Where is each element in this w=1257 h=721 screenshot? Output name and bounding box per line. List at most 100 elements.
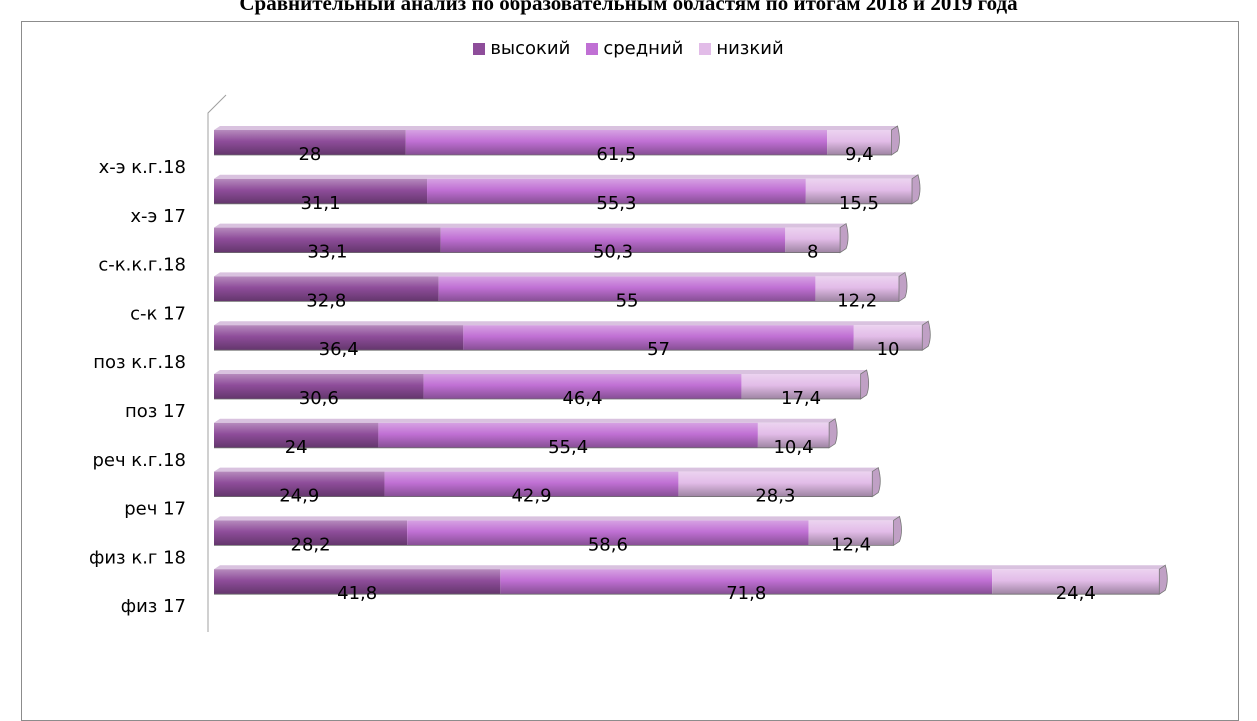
bar-segment-средний: [378, 422, 758, 448]
data-label: 24,4: [1056, 583, 1096, 604]
data-label: 58,6: [588, 534, 628, 555]
category-label: физ к.г 18: [89, 547, 186, 568]
legend-item-0: высокий: [473, 38, 570, 59]
bar-top-face: [214, 516, 900, 521]
legend-label: низкий: [716, 38, 784, 59]
category-label: физ 17: [121, 596, 186, 617]
category-label: х-э к.г.18: [99, 157, 186, 178]
bar-end-cap: [891, 125, 900, 156]
bar-segment-средний: [405, 130, 828, 155]
legend-label: высокий: [490, 38, 571, 59]
data-label: 55: [616, 290, 639, 311]
data-label: 9,4: [845, 144, 874, 165]
bar-segment-низкий: [805, 178, 913, 204]
bar-end-cap: [839, 222, 849, 254]
bar-segment-низкий: [741, 374, 861, 399]
bar-segment-высокий: [214, 130, 406, 155]
bar-end-cap: [921, 320, 931, 351]
bar-segment-средний: [407, 520, 809, 546]
data-label: 36,4: [319, 339, 359, 360]
bar-segment-средний: [384, 471, 679, 497]
bar-end-cap: [898, 271, 908, 303]
chart-title: Сравнительный анализ по образовательным …: [239, 0, 1018, 15]
bar-top-face: [214, 126, 898, 130]
bar-segment-средний: [500, 569, 993, 595]
bar-top-face: [214, 223, 847, 228]
category-label: поз 17: [125, 401, 186, 422]
bar-segment-низкий: [827, 130, 892, 155]
bar-top-face: [214, 174, 919, 179]
data-label: 12,2: [837, 290, 877, 311]
bar-segment-высокий: [214, 374, 424, 399]
data-label: 55,4: [548, 437, 588, 458]
data-label: 46,4: [562, 388, 602, 409]
bar-segment-низкий: [853, 325, 923, 351]
category-label: реч к.г.18: [92, 450, 186, 471]
bar-end-cap: [893, 515, 902, 547]
data-label: 28,3: [755, 486, 795, 507]
bar-segment-средний: [427, 178, 806, 204]
data-label: 28,2: [291, 534, 331, 555]
data-label: 55,3: [596, 193, 636, 214]
category-label: реч 17: [124, 499, 186, 520]
category-label: поз к.г.18: [93, 352, 186, 373]
category-label: с-к.к.г.18: [98, 255, 186, 276]
bar-segment-высокий: [214, 422, 379, 448]
data-label: 17,4: [781, 388, 821, 409]
bar-top-face: [214, 370, 867, 374]
bar-segment-низкий: [815, 276, 899, 302]
bar-segment-высокий: [214, 178, 428, 204]
bar-top-face: [214, 418, 836, 423]
category-label: с-к 17: [130, 303, 186, 324]
data-label: 10: [877, 339, 900, 360]
data-label: 12,4: [831, 534, 871, 555]
bar-segment-низкий: [992, 569, 1160, 595]
category-label: х-э 17: [130, 206, 186, 227]
legend-swatch: [473, 43, 486, 55]
data-label: 30,6: [299, 388, 339, 409]
data-label: 10,4: [773, 437, 813, 458]
data-label: 32,8: [306, 290, 346, 311]
bar-top-face: [214, 321, 929, 326]
bar-segment-низкий: [785, 227, 841, 253]
bar-segment-высокий: [214, 276, 439, 302]
bar-segment-низкий: [678, 471, 873, 497]
data-label: 57: [647, 339, 670, 360]
bar-top-face: [214, 467, 879, 472]
data-label: 71,8: [726, 583, 766, 604]
bar-end-cap: [871, 466, 881, 498]
legend-item-1: средний: [586, 38, 683, 59]
data-label: 28: [298, 144, 321, 165]
bar-segment-высокий: [214, 471, 385, 497]
bar-segment-средний: [463, 325, 854, 351]
legend-swatch: [699, 43, 712, 55]
bar-segment-высокий: [214, 520, 408, 546]
data-label: 33,1: [307, 242, 347, 263]
bar-end-cap: [828, 418, 838, 449]
data-label: 15,5: [839, 193, 879, 214]
data-label: 41,8: [337, 583, 377, 604]
legend-item-2: низкий: [699, 38, 784, 59]
bar-top-face: [214, 565, 1166, 570]
data-label: 42,9: [511, 486, 551, 507]
legend: высокий средний низкий: [0, 38, 1257, 59]
bar-end-cap: [1158, 564, 1168, 595]
axis-wall: [207, 94, 227, 632]
bar-end-cap: [860, 369, 870, 400]
data-label: 61,5: [596, 144, 636, 165]
legend-label: средний: [603, 38, 684, 59]
bar-segment-низкий: [757, 422, 830, 448]
data-label: 24,9: [279, 486, 319, 507]
bar-segment-средний: [423, 374, 742, 399]
data-label: 50,3: [593, 242, 633, 263]
bar-segment-высокий: [214, 325, 464, 351]
bar-end-cap: [911, 174, 921, 205]
bar-segment-низкий: [808, 520, 894, 546]
bar-segment-высокий: [214, 227, 441, 253]
data-label: 24: [285, 437, 308, 458]
bar-segment-средний: [438, 276, 816, 302]
data-label: 8: [807, 242, 818, 263]
bar-segment-высокий: [214, 569, 501, 595]
legend-swatch: [586, 43, 599, 55]
